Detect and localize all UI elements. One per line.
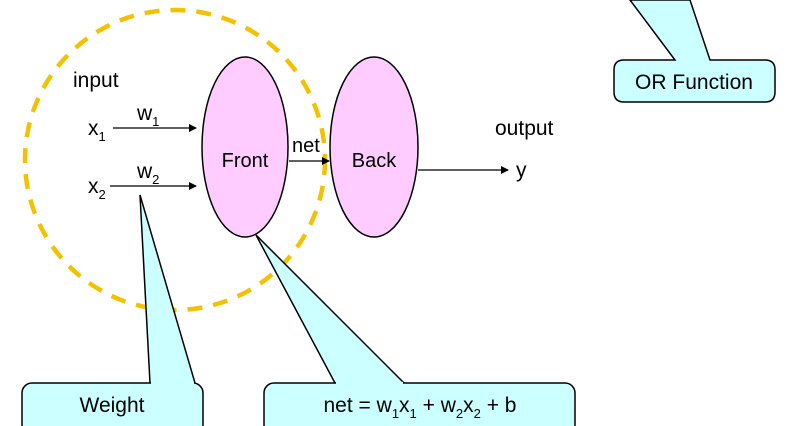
net-label: net bbox=[292, 135, 320, 157]
y-label: y bbox=[516, 159, 527, 182]
input-label: input bbox=[73, 69, 119, 92]
weight-label: Weight bbox=[80, 394, 145, 417]
x2-label: x2 bbox=[88, 175, 106, 202]
w1-label: w1 bbox=[136, 102, 159, 129]
w2-label: w2 bbox=[136, 160, 159, 187]
x1-label: x1 bbox=[88, 117, 106, 144]
front-neuron bbox=[201, 56, 289, 238]
front-label: Front bbox=[222, 150, 269, 172]
or-function-callout bbox=[613, 0, 776, 103]
output-label: output bbox=[495, 117, 554, 140]
back-label: Back bbox=[352, 150, 397, 172]
net-formula-callout bbox=[263, 382, 576, 426]
net-callout-pointer bbox=[255, 234, 406, 384]
back-neuron bbox=[329, 56, 419, 238]
or-function-label: OR Function bbox=[635, 71, 753, 94]
weight-callout bbox=[21, 382, 204, 426]
net-formula-label: net = w1x1 + w2x2 + b bbox=[324, 394, 517, 421]
weight-callout-pointer bbox=[139, 194, 197, 384]
